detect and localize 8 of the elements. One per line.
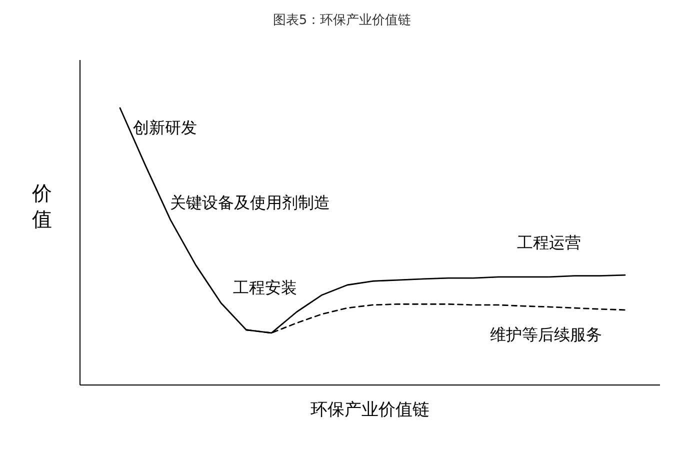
annotation: 工程安装 [233,278,297,297]
x-axis-title: 环保产业价值链 [310,400,430,420]
annotation: 工程运营 [517,233,581,252]
chart-title: 图表5：环保产业价值链 [272,13,412,28]
y-axis-title: 价值 [31,181,52,231]
annotation: 关键设备及使用剂制造 [170,193,330,212]
annotation: 维护等后续服务 [490,325,602,344]
annotation: 创新研发 [133,118,197,137]
